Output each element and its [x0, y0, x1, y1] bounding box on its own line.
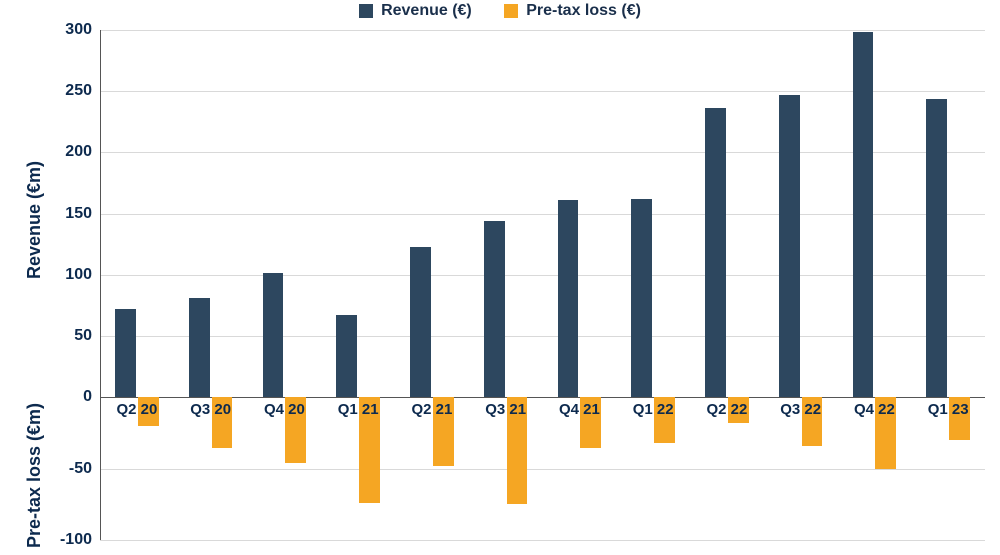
legend: Revenue (€) Pre-tax loss (€) — [0, 2, 1000, 23]
y-tick: 150 — [42, 205, 92, 223]
legend-label-loss: Pre-tax loss (€) — [526, 2, 641, 20]
x-tick-label: Q2 20 — [116, 401, 157, 418]
bar-revenue — [631, 199, 652, 397]
y-tick: 0 — [42, 388, 92, 406]
y-tick: 300 — [42, 21, 92, 39]
x-tick-label: Q1 21 — [338, 401, 379, 418]
bar-revenue — [410, 247, 431, 397]
legend-item-loss: Pre-tax loss (€) — [504, 2, 641, 20]
x-tick-label: Q4 21 — [559, 401, 600, 418]
legend-swatch-loss — [504, 4, 518, 18]
x-tick-label: Q4 22 — [854, 401, 895, 418]
bar-revenue — [853, 32, 874, 397]
gridline — [100, 540, 985, 541]
x-tick-label: Q4 20 — [264, 401, 305, 418]
x-tick-label: Q3 20 — [190, 401, 231, 418]
x-tick-label: Q1 22 — [633, 401, 674, 418]
bar-revenue — [115, 309, 136, 397]
x-tick-label: Q2 22 — [706, 401, 747, 418]
bar-revenue — [926, 99, 947, 397]
x-tick-label: Q1 23 — [928, 401, 969, 418]
bar-revenue — [189, 298, 210, 397]
x-tick-label: Q3 22 — [780, 401, 821, 418]
y-tick: -100 — [42, 531, 92, 549]
chart-container: Revenue (€) Pre-tax loss (€) Revenue (€m… — [0, 0, 1000, 555]
legend-label-revenue: Revenue (€) — [381, 2, 472, 20]
legend-item-revenue: Revenue (€) — [359, 2, 472, 20]
y-tick: 200 — [42, 143, 92, 161]
bar-revenue — [705, 108, 726, 397]
y-tick: 50 — [42, 327, 92, 345]
bar-revenue — [558, 200, 579, 397]
x-tick-label: Q2 21 — [411, 401, 452, 418]
bar-revenue — [484, 221, 505, 397]
x-tick-label: Q3 21 — [485, 401, 526, 418]
y-tick: -50 — [42, 460, 92, 478]
y-tick: 100 — [42, 266, 92, 284]
bar-revenue — [263, 273, 284, 397]
bar-revenue — [779, 95, 800, 397]
legend-swatch-revenue — [359, 4, 373, 18]
y-tick: 250 — [42, 82, 92, 100]
bar-revenue — [336, 315, 357, 397]
plot-area: Q2 20 Q3 20 Q4 20 Q1 21 Q2 21 Q3 21 Q4 21 Q1 22… — [100, 30, 985, 540]
